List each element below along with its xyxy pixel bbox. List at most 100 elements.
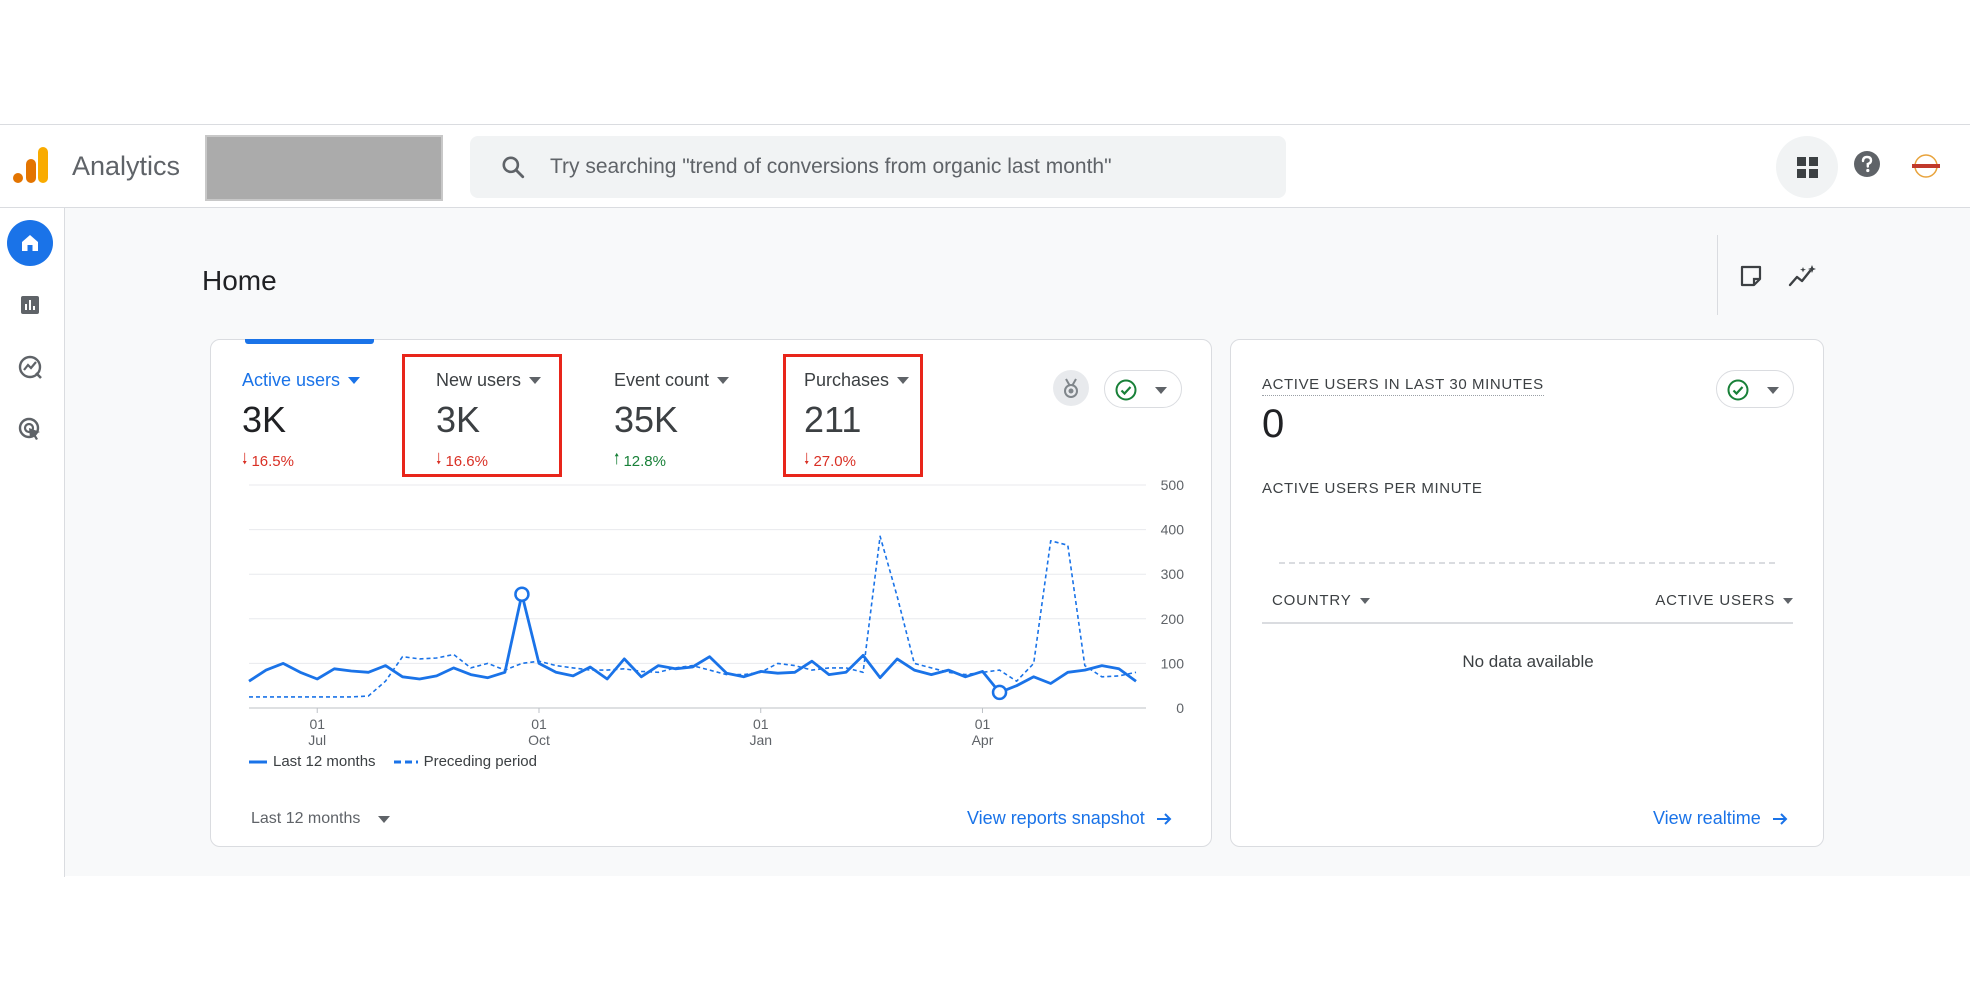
series-line-last-12-months <box>248 592 1137 694</box>
x-tick-label-month: Apr <box>972 732 994 748</box>
search-input[interactable] <box>550 136 1270 198</box>
metric-value: 35K <box>614 399 679 440</box>
app-title: Analytics <box>72 151 181 181</box>
data-point-marker <box>514 586 530 603</box>
chart-legend: Last 12 months Preceding period <box>249 753 537 770</box>
date-range-selector[interactable]: Last 12 months <box>251 810 391 828</box>
data-point-marker <box>991 684 1008 701</box>
metric-label-text: Active users <box>242 370 341 390</box>
view-reports-snapshot-link[interactable]: View reports snapshot <box>967 808 1173 829</box>
x-tick-label-day: 01 <box>531 716 547 732</box>
metric-label-purchases: Purchases <box>804 370 910 391</box>
chevron-down-icon <box>1155 387 1167 394</box>
avatar[interactable] <box>1906 151 1946 181</box>
help-icon[interactable] <box>1852 149 1882 179</box>
realtime-table-header: COUNTRY ACTIVE USERS <box>1262 592 1793 624</box>
apps-grid-icon <box>1797 157 1818 178</box>
metric-label-text: Event count <box>614 370 710 390</box>
chevron-down-icon <box>348 377 361 384</box>
x-tick-label-month: Oct <box>528 732 550 748</box>
realtime-per-minute-label: ACTIVE USERS PER MINUTE <box>1262 480 1483 497</box>
realtime-active-users-value: 0 <box>1262 402 1285 446</box>
chevron-down-icon <box>897 377 910 384</box>
analytics-app: Analytics <box>0 124 1970 877</box>
metric-change-value: 27.0% <box>813 453 856 470</box>
link-label: View reports snapshot <box>967 808 1145 828</box>
selected-tab-indicator <box>245 339 374 344</box>
view-realtime-link[interactable]: View realtime <box>1653 808 1789 829</box>
chevron-down-icon <box>1783 597 1793 604</box>
apps-grid-button[interactable] <box>1776 136 1838 198</box>
home-icon <box>22 235 38 251</box>
nav-explore[interactable] <box>7 344 53 390</box>
arrow-up-icon: 🠑 <box>614 451 620 468</box>
legend-item-current: Last 12 months <box>249 753 376 770</box>
metric-label-event-count: Event count <box>614 370 730 391</box>
metric-label-active-users: Active users <box>242 370 361 391</box>
legend-swatch-solid <box>249 760 267 763</box>
search-bar[interactable] <box>470 136 1286 198</box>
metric-change: 🠓 16.6% <box>436 449 541 474</box>
x-tick-label-month: Jul <box>308 732 326 748</box>
side-nav <box>0 208 65 877</box>
metric-value: 3K <box>436 399 481 440</box>
chevron-down-icon <box>717 377 730 384</box>
explore-icon <box>18 355 42 379</box>
check-circle-icon <box>1115 379 1137 401</box>
arrow-down-icon: 🠓 <box>804 451 810 468</box>
metric-change-value: 16.5% <box>251 453 294 470</box>
chevron-down-icon <box>378 815 391 823</box>
per-minute-empty-chart <box>1279 562 1775 564</box>
medal-badge <box>1053 370 1089 406</box>
insights-icon <box>1788 265 1816 287</box>
y-tick-label: 0 <box>1176 700 1184 716</box>
top-bar: Analytics <box>0 125 1970 208</box>
divider <box>1717 235 1718 315</box>
arrow-right-icon <box>1772 812 1788 825</box>
realtime-heading[interactable]: ACTIVE USERS IN LAST 30 MINUTES <box>1262 376 1544 396</box>
chevron-down-icon <box>529 377 542 384</box>
notes-button[interactable] <box>1734 259 1768 293</box>
legend-item-previous: Preceding period <box>393 753 537 770</box>
arrow-down-icon: 🠓 <box>436 451 442 468</box>
metric-value: 3K <box>242 399 287 440</box>
nav-advertising[interactable] <box>7 406 53 452</box>
realtime-status-dropdown[interactable] <box>1716 370 1794 408</box>
y-tick-label: 300 <box>1161 566 1185 582</box>
legend-label: Last 12 months <box>273 753 376 770</box>
chevron-down-icon <box>1359 597 1370 604</box>
y-tick-label: 200 <box>1161 611 1185 627</box>
reports-icon <box>21 296 39 314</box>
check-circle-icon <box>1727 379 1749 401</box>
metric-tab-new-users[interactable]: New users 3K 🠓 16.6% <box>436 370 542 474</box>
link-label: View realtime <box>1653 808 1761 828</box>
metric-change: 🠓 16.5% <box>242 449 360 474</box>
nav-home[interactable] <box>7 220 53 266</box>
metric-change-value: 12.8% <box>623 453 666 470</box>
metric-tab-event-count[interactable]: Event count 35K 🠑 12.8% <box>614 370 730 474</box>
x-tick-label-day: 01 <box>753 716 769 732</box>
metric-label-new-users: New users <box>436 370 542 391</box>
column-header-country[interactable]: COUNTRY <box>1272 592 1370 609</box>
metric-change-value: 16.6% <box>445 453 488 470</box>
y-tick-label: 100 <box>1161 655 1185 671</box>
nav-reports[interactable] <box>7 282 53 328</box>
y-tick-label: 400 <box>1161 522 1185 538</box>
chevron-down-icon <box>1767 387 1779 394</box>
account-selector[interactable] <box>205 135 443 201</box>
metric-tab-active-users[interactable]: Active users 3K 🠓 16.5% <box>242 370 361 474</box>
x-tick-label-month: Jan <box>749 732 772 748</box>
series-line-preceding-period <box>249 535 1137 698</box>
x-tick-label-day: 01 <box>309 716 325 732</box>
search-icon <box>502 156 525 179</box>
legend-swatch-dashed <box>393 760 418 763</box>
page-title: Home <box>202 265 277 296</box>
insights-button[interactable] <box>1786 259 1820 293</box>
highlight-box-new-users <box>402 354 562 477</box>
insights-status-dropdown[interactable] <box>1104 370 1182 408</box>
date-range-label: Last 12 months <box>251 810 361 827</box>
metric-tab-purchases[interactable]: Purchases 211 🠓 27.0% <box>804 370 910 474</box>
column-header-active-users[interactable]: ACTIVE USERS <box>1655 592 1793 609</box>
column-label: ACTIVE USERS <box>1655 592 1775 609</box>
